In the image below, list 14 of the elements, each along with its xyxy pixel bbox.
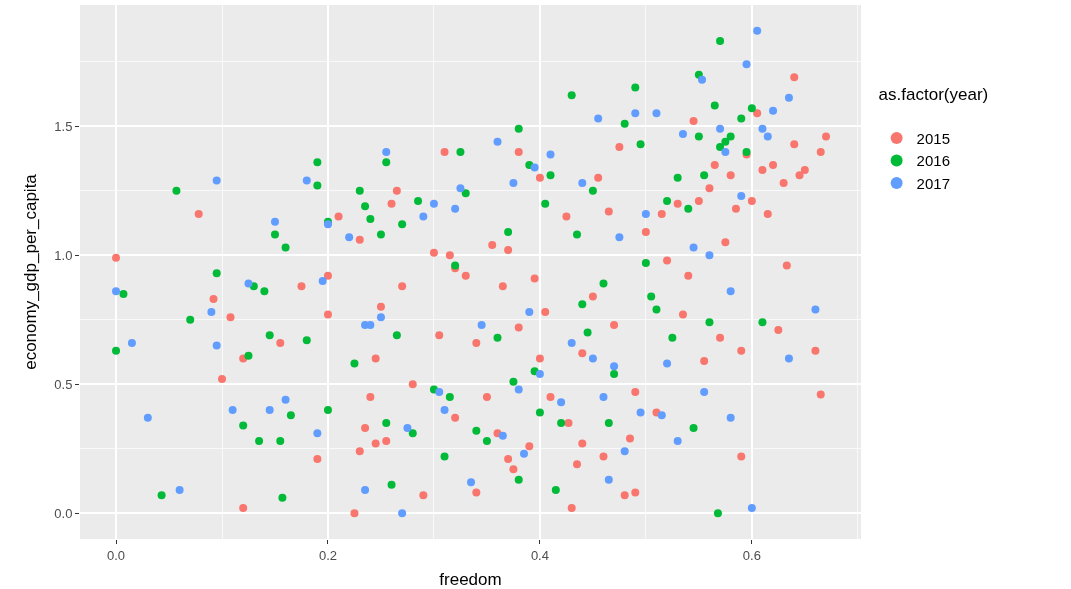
y-tick-label: 0.0 [54, 505, 73, 521]
legend-title: as.factor(year) [878, 84, 989, 104]
y-tick-label: 1.0 [54, 247, 73, 263]
legend-label: 2015 [916, 129, 950, 147]
x-tick-label: 0.6 [742, 547, 761, 563]
y-tick-label: 0.5 [54, 376, 73, 392]
y-axis-title: economy_gdp_per_capita [21, 173, 40, 370]
y-tick-label: 1.5 [54, 118, 73, 134]
x-tick-label: 0.2 [318, 547, 338, 563]
x-tick-label: 0.0 [106, 547, 126, 563]
x-tick-label: 0.4 [530, 547, 549, 563]
legend-label: 2016 [916, 152, 950, 170]
legend-label: 2017 [916, 174, 950, 192]
x-axis-title: freedom [439, 570, 502, 589]
